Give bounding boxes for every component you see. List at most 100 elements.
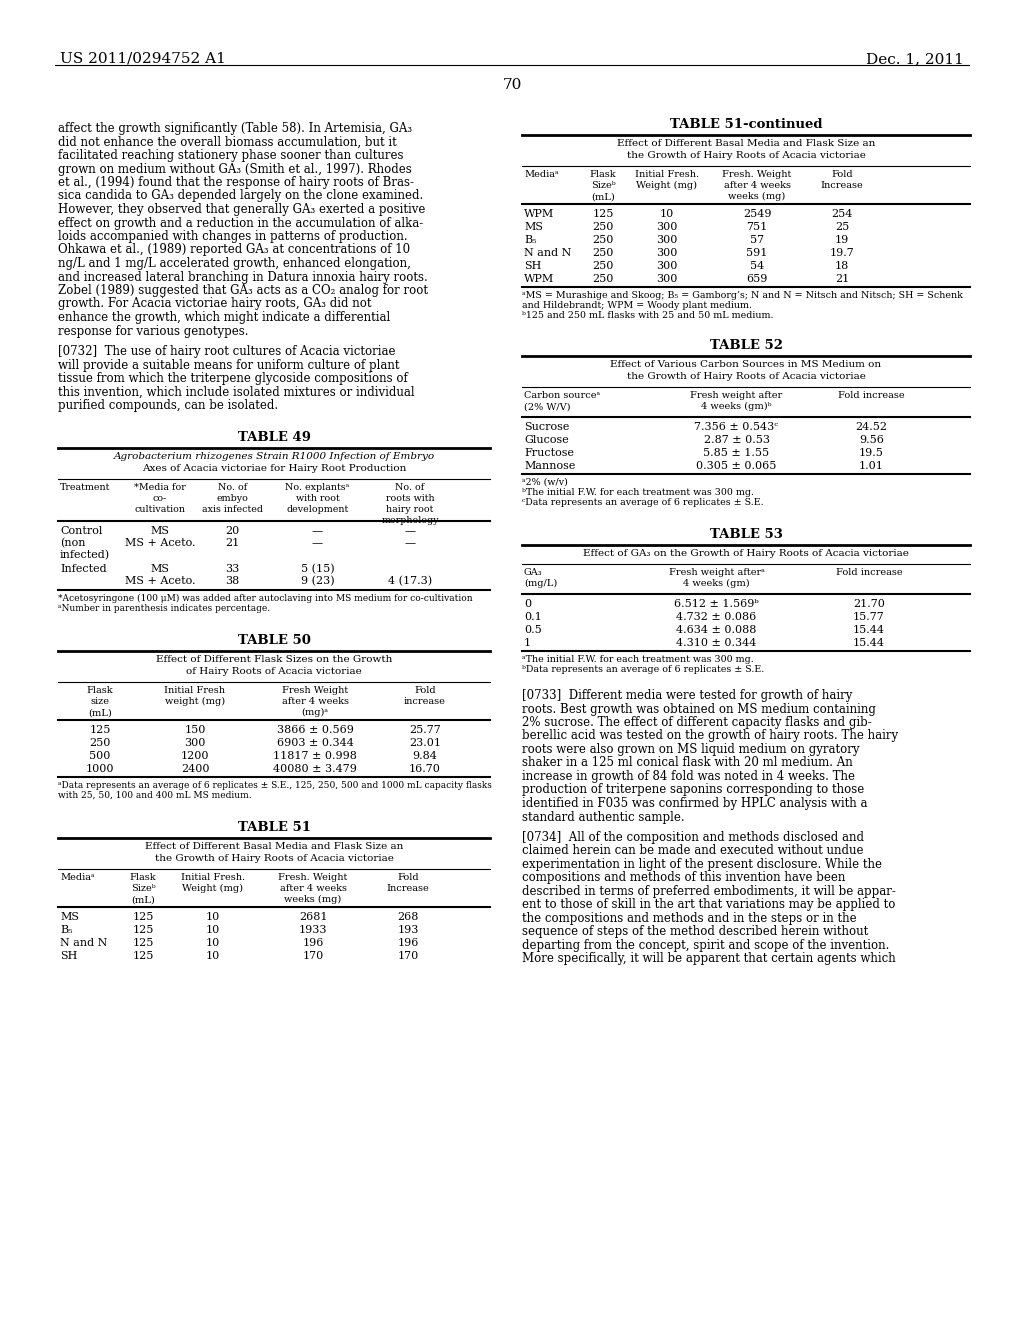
Text: Fresh Weight
after 4 weeks
(mg)ᵃ: Fresh Weight after 4 weeks (mg)ᵃ [282,686,348,717]
Text: 6.512 ± 1.569ᵇ: 6.512 ± 1.569ᵇ [674,599,759,609]
Text: 1933: 1933 [299,925,328,935]
Text: B₅: B₅ [60,925,73,935]
Text: 70: 70 [503,78,521,92]
Text: TABLE 51: TABLE 51 [238,821,310,834]
Text: claimed herein can be made and executed without undue: claimed herein can be made and executed … [522,845,863,857]
Text: 250: 250 [592,248,613,257]
Text: ᵃMS = Murashige and Skoog; B₅ = Gamborg’s; N and N = Nitsch and Nitsch; SH = Sch: ᵃMS = Murashige and Skoog; B₅ = Gamborg’… [522,290,963,300]
Text: ng/L and 1 mg/L accelerated growth, enhanced elongation,: ng/L and 1 mg/L accelerated growth, enha… [58,257,411,271]
Text: this invention, which include isolated mixtures or individual: this invention, which include isolated m… [58,385,415,399]
Text: MS + Aceto.: MS + Aceto. [125,539,196,548]
Text: experimentation in light of the present disclosure. While the: experimentation in light of the present … [522,858,882,871]
Text: 300: 300 [656,261,678,271]
Text: and Hildebrandt; WPM = Woody plant medium.: and Hildebrandt; WPM = Woody plant mediu… [522,301,752,310]
Text: Ohkawa et al., (1989) reported GA₃ at concentrations of 10: Ohkawa et al., (1989) reported GA₃ at co… [58,243,411,256]
Text: 170: 170 [397,950,419,961]
Text: 10: 10 [206,925,220,935]
Text: Agrobacterium rhizogenes Strain R1000 Infection of Embryo: Agrobacterium rhizogenes Strain R1000 In… [114,451,434,461]
Text: Mediaᵃ: Mediaᵃ [60,873,94,882]
Text: 4.732 ± 0.086: 4.732 ± 0.086 [677,612,757,622]
Text: No. of
embyo
axis infected: No. of embyo axis infected [202,483,263,513]
Text: Fresh weight afterᵃ
4 weeks (gm): Fresh weight afterᵃ 4 weeks (gm) [669,568,765,589]
Text: [0734]  All of the composition and methods disclosed and: [0734] All of the composition and method… [522,830,864,843]
Text: —: — [404,525,416,536]
Text: —: — [312,525,323,536]
Text: 1: 1 [524,638,531,648]
Text: 0: 0 [524,599,531,609]
Text: Fresh weight after
4 weeks (gm)ᵇ: Fresh weight after 4 weeks (gm)ᵇ [690,391,782,412]
Text: will provide a suitable means for uniform culture of plant: will provide a suitable means for unifor… [58,359,399,372]
Text: 40080 ± 3.479: 40080 ± 3.479 [273,764,357,774]
Text: infected): infected) [60,550,111,560]
Text: MS: MS [151,525,170,536]
Text: 9.56: 9.56 [859,436,884,445]
Text: Control: Control [60,525,102,536]
Text: *Acetosyringone (100 μM) was added after autoclaving into MS medium for co-culti: *Acetosyringone (100 μM) was added after… [58,594,473,603]
Text: ᵃ2% (w/v): ᵃ2% (w/v) [522,478,568,487]
Text: roots. Best growth was obtained on MS medium containing: roots. Best growth was obtained on MS me… [522,702,876,715]
Text: 150: 150 [184,725,206,735]
Text: ᵃNumber in parenthesis indicates percentage.: ᵃNumber in parenthesis indicates percent… [58,605,270,612]
Text: Effect of GA₃ on the Growth of Hairy Roots of Acacia victoriae: Effect of GA₃ on the Growth of Hairy Roo… [583,549,909,558]
Text: Glucose: Glucose [524,436,568,445]
Text: 193: 193 [397,925,419,935]
Text: Dec. 1, 2011: Dec. 1, 2011 [866,51,964,66]
Text: Fresh. Weight
after 4 weeks
weeks (mg): Fresh. Weight after 4 weeks weeks (mg) [279,873,348,904]
Text: 250: 250 [592,275,613,284]
Text: 659: 659 [746,275,768,284]
Text: and increased lateral branching in Datura innoxia hairy roots.: and increased lateral branching in Datur… [58,271,428,284]
Text: TABLE 52: TABLE 52 [710,339,782,352]
Text: 19.5: 19.5 [859,447,884,458]
Text: 21: 21 [225,539,240,548]
Text: 2.87 ± 0.53: 2.87 ± 0.53 [703,436,769,445]
Text: et al., (1994) found that the response of hairy roots of Bras-: et al., (1994) found that the response o… [58,176,414,189]
Text: B₅: B₅ [524,235,537,246]
Text: 9.84: 9.84 [413,751,437,760]
Text: MS + Aceto.: MS + Aceto. [125,576,196,586]
Text: departing from the concept, spirit and scope of the invention.: departing from the concept, spirit and s… [522,939,890,952]
Text: Effect of Various Carbon Sources in MS Medium on: Effect of Various Carbon Sources in MS M… [610,360,882,370]
Text: 0.305 ± 0.065: 0.305 ± 0.065 [696,461,776,471]
Text: 4.634 ± 0.088: 4.634 ± 0.088 [676,624,757,635]
Text: TABLE 50: TABLE 50 [238,634,310,647]
Text: (non: (non [60,539,85,548]
Text: increase in growth of 84 fold was noted in 4 weeks. The: increase in growth of 84 fold was noted … [522,770,855,783]
Text: 57: 57 [750,235,764,246]
Text: TABLE 51-continued: TABLE 51-continued [670,117,822,131]
Text: 9 (23): 9 (23) [301,576,334,586]
Text: Flask
size
(mL): Flask size (mL) [87,686,114,717]
Text: MS: MS [60,912,79,921]
Text: SH: SH [524,261,542,271]
Text: Mediaᵃ: Mediaᵃ [524,170,559,180]
Text: 19: 19 [835,235,849,246]
Text: Fold
increase: Fold increase [404,686,445,706]
Text: 250: 250 [592,235,613,246]
Text: WPM: WPM [524,275,554,284]
Text: TABLE 49: TABLE 49 [238,430,310,444]
Text: described in terms of preferred embodiments, it will be appar-: described in terms of preferred embodime… [522,884,896,898]
Text: the Growth of Hairy Roots of Acacia victoriae: the Growth of Hairy Roots of Acacia vict… [627,150,865,160]
Text: sequence of steps of the method described herein without: sequence of steps of the method describe… [522,925,868,939]
Text: MS: MS [524,222,543,232]
Text: identified in F035 was confirmed by HPLC analysis with a: identified in F035 was confirmed by HPLC… [522,797,867,810]
Text: Carbon sourceᵃ
(2% W/V): Carbon sourceᵃ (2% W/V) [524,391,600,411]
Text: 250: 250 [592,261,613,271]
Text: [0733]  Different media were tested for growth of hairy: [0733] Different media were tested for g… [522,689,852,702]
Text: the compositions and methods and in the steps or in the: the compositions and methods and in the … [522,912,857,925]
Text: [0732]  The use of hairy root cultures of Acacia victoriae: [0732] The use of hairy root cultures of… [58,346,395,359]
Text: Effect of Different Flask Sizes on the Growth: Effect of Different Flask Sizes on the G… [156,655,392,664]
Text: ᵇThe initial F.W. for each treatment was 300 mg.: ᵇThe initial F.W. for each treatment was… [522,488,754,498]
Text: 4.310 ± 0.344: 4.310 ± 0.344 [676,638,757,648]
Text: compositions and methods of this invention have been: compositions and methods of this inventi… [522,871,846,884]
Text: purified compounds, can be isolated.: purified compounds, can be isolated. [58,400,279,412]
Text: Mannose: Mannose [524,461,575,471]
Text: Fructose: Fructose [524,447,574,458]
Text: 33: 33 [225,564,240,574]
Text: Fold increase: Fold increase [839,391,905,400]
Text: 250: 250 [592,222,613,232]
Text: TABLE 53: TABLE 53 [710,528,782,541]
Text: with 25, 50, 100 and 400 mL MS medium.: with 25, 50, 100 and 400 mL MS medium. [58,791,252,800]
Text: 5.85 ± 1.55: 5.85 ± 1.55 [703,447,770,458]
Text: Flask
Sizeᵇ
(mL): Flask Sizeᵇ (mL) [130,873,157,904]
Text: growth. For Acacia victoriae hairy roots, GA₃ did not: growth. For Acacia victoriae hairy roots… [58,297,372,310]
